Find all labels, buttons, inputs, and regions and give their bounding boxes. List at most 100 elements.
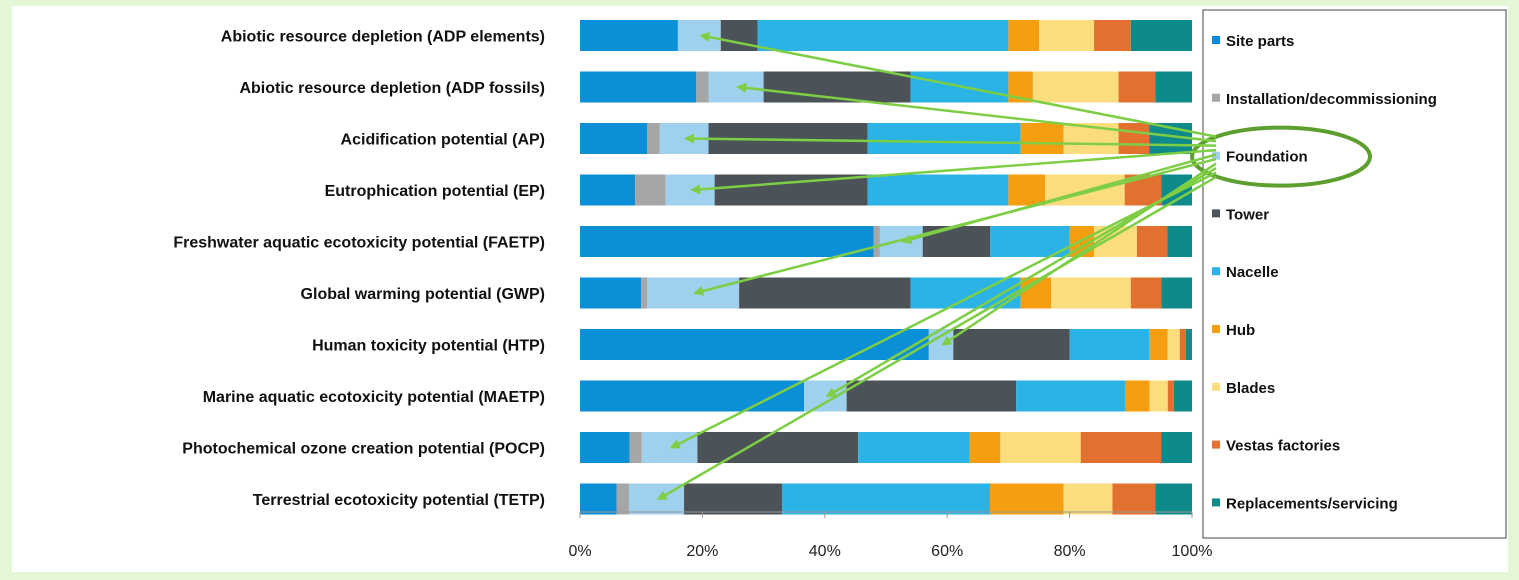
bar-segment-replacements-servicing-7 xyxy=(1173,380,1192,412)
legend: Site parts Installation/decommissioning Fo… xyxy=(1202,9,1507,539)
bar-segment-site-parts-8 xyxy=(580,432,630,463)
bar-segment-hub-0 xyxy=(1008,20,1039,51)
legend-swatch-tower xyxy=(1212,209,1220,218)
annotations-layer xyxy=(656,32,1372,501)
bar-segment-tower-9 xyxy=(684,483,782,515)
foundation-arrow-9 xyxy=(656,176,1217,501)
bar-segment-site-parts-6 xyxy=(580,329,929,360)
legend-label-hub: Hub xyxy=(1226,322,1255,339)
bar-segment-blades-1 xyxy=(1032,71,1119,103)
bar-segment-vestas-factories-5 xyxy=(1130,277,1162,309)
bar-segment-blades-5 xyxy=(1051,277,1131,309)
bar-segment-foundation-7 xyxy=(804,380,847,412)
legend-swatch-nacelle xyxy=(1212,267,1220,276)
legend-label-nacelle: Nacelle xyxy=(1226,264,1279,281)
x-axis: 0% 20% 40% 60% 80% 100% xyxy=(568,511,1213,560)
category-label-8: Photochemical ozone creation potential (… xyxy=(182,441,545,458)
legend-box xyxy=(1202,9,1507,539)
bar-segment-tower-5 xyxy=(739,277,911,309)
foundation-arrow-5 xyxy=(693,157,1217,296)
bar-segment-site-parts-5 xyxy=(580,277,642,309)
bar-segment-hub-6 xyxy=(1149,329,1168,360)
legend-label-blades: Blades xyxy=(1226,380,1275,397)
bar-segment-foundation-4 xyxy=(879,226,923,257)
foundation-arrow-3 xyxy=(690,148,1217,195)
bar-segment-nacelle-9 xyxy=(781,483,991,515)
legend-label-foundation: Foundation xyxy=(1226,149,1308,166)
category-label-5: Global warming potential (GWP) xyxy=(301,286,545,303)
category-label-3: Eutrophication potential (EP) xyxy=(325,183,545,200)
bar-segment-blades-8 xyxy=(1000,432,1081,463)
legend-swatch-hub xyxy=(1212,325,1220,333)
bar-segment-nacelle-3 xyxy=(867,174,1009,206)
bar-segment-nacelle-2 xyxy=(867,123,1021,154)
bar-segment-tower-8 xyxy=(697,432,859,463)
bar-segment-vestas-factories-7 xyxy=(1167,380,1174,412)
foundation-arrow-8 xyxy=(669,171,1217,449)
bar-segment-tower-6 xyxy=(953,329,1070,360)
bar-segment-vestas-factories-4 xyxy=(1136,226,1168,257)
bar-segment-site-parts-4 xyxy=(580,226,874,257)
bar-segment-hub-9 xyxy=(990,483,1064,515)
bar-segment-installation-decommissioning-2 xyxy=(647,123,660,154)
bar-segment-foundation-8 xyxy=(641,432,698,463)
legend-swatch-replacements-servicing xyxy=(1212,498,1220,507)
x-tick-label-1: 20% xyxy=(686,543,718,560)
category-label-0: Abiotic resource depletion (ADP elements… xyxy=(221,29,545,46)
bar-segment-vestas-factories-2 xyxy=(1118,123,1150,154)
bar-segment-vestas-factories-9 xyxy=(1112,483,1156,515)
x-tick-label-0: 0% xyxy=(568,543,591,560)
foundation-arrow-1 xyxy=(736,82,1217,143)
bar-segment-blades-9 xyxy=(1063,483,1113,515)
bar-segment-vestas-factories-1 xyxy=(1118,71,1156,103)
category-label-6: Human toxicity potential (HTP) xyxy=(312,338,545,355)
bar-segment-nacelle-8 xyxy=(858,432,970,463)
bar-segment-blades-0 xyxy=(1039,20,1095,51)
bar-segment-installation-decommissioning-5 xyxy=(641,277,648,309)
bar-segment-nacelle-7 xyxy=(1016,380,1126,412)
bar-segment-site-parts-9 xyxy=(580,483,617,515)
bar-segment-replacements-servicing-5 xyxy=(1161,277,1192,309)
legend-label-tower: Tower xyxy=(1226,206,1269,223)
legend-label-replacements-servicing: Replacements/servicing xyxy=(1226,495,1398,512)
bar-segment-hub-3 xyxy=(1008,174,1046,206)
bar-segment-nacelle-6 xyxy=(1069,329,1150,360)
legend-swatch-blades xyxy=(1212,382,1220,391)
category-labels: Abiotic resource depletion (ADP elements… xyxy=(173,29,545,510)
legend-swatch-site-parts xyxy=(1212,36,1220,44)
bar-segment-foundation-5 xyxy=(647,277,740,309)
bar-segment-foundation-0 xyxy=(677,20,721,51)
bar-segment-installation-decommissioning-4 xyxy=(873,226,880,257)
bars-layer xyxy=(580,20,1192,515)
bar-segment-nacelle-0 xyxy=(757,20,1009,51)
x-tick-label-5: 100% xyxy=(1172,543,1213,560)
x-tick-label-4: 80% xyxy=(1054,543,1086,560)
bar-segment-replacements-servicing-9 xyxy=(1155,483,1192,515)
bar-segment-blades-7 xyxy=(1149,380,1168,412)
bar-segment-replacements-servicing-1 xyxy=(1155,71,1192,103)
bar-segment-replacements-servicing-4 xyxy=(1167,226,1192,257)
legend-label-site-parts: Site parts xyxy=(1226,33,1294,50)
bar-segment-site-parts-1 xyxy=(580,71,697,103)
legend-label-installation-decommissioning: Installation/decommissioning xyxy=(1226,91,1437,108)
category-label-4: Freshwater aquatic ecotoxicity potential… xyxy=(173,235,545,252)
bar-segment-site-parts-7 xyxy=(580,380,805,412)
foundation-highlight-ellipse xyxy=(1190,125,1372,188)
bar-segment-installation-decommissioning-8 xyxy=(629,432,642,463)
bar-segment-installation-decommissioning-3 xyxy=(635,174,666,206)
bar-segment-vestas-factories-0 xyxy=(1094,20,1131,51)
bar-segment-hub-2 xyxy=(1020,123,1064,154)
bar-segment-replacements-servicing-8 xyxy=(1161,432,1192,463)
bar-segment-site-parts-2 xyxy=(580,123,648,154)
legend-swatch-vestas-factories xyxy=(1212,440,1220,449)
legend-swatch-installation-decommissioning xyxy=(1212,93,1220,102)
bar-segment-vestas-factories-3 xyxy=(1124,174,1162,206)
category-label-7: Marine aquatic ecotoxicity potential (MA… xyxy=(203,389,545,406)
bar-segment-vestas-factories-6 xyxy=(1179,329,1186,360)
bar-segment-site-parts-0 xyxy=(580,20,678,51)
bar-segment-replacements-servicing-0 xyxy=(1130,20,1192,51)
category-label-9: Terrestrial ecotoxicity potential (TETP) xyxy=(253,492,545,509)
foundation-arrow-2 xyxy=(684,133,1217,147)
bar-segment-hub-8 xyxy=(969,432,1001,463)
